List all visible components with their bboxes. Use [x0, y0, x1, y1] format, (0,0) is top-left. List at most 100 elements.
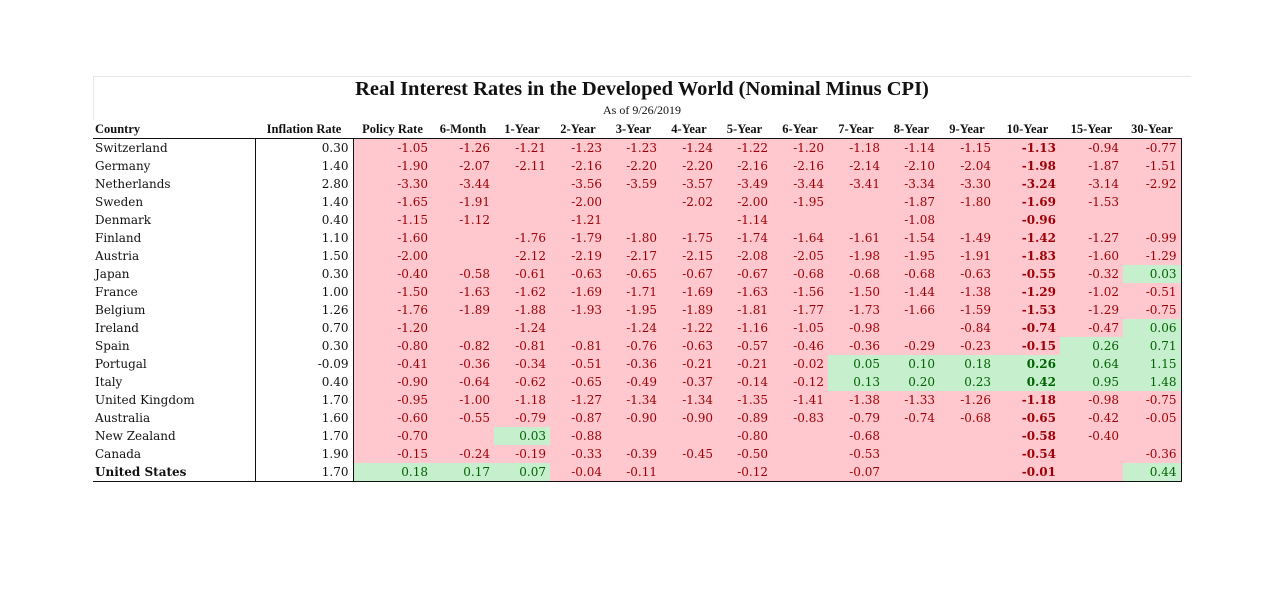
rate-cell: -0.46 [772, 337, 828, 355]
rate-cell: -0.33 [550, 445, 606, 463]
rate-cell: -0.68 [828, 427, 884, 445]
rate-cell: -1.16 [717, 319, 772, 337]
rate-cell [606, 427, 661, 445]
rate-cell: -0.88 [550, 427, 606, 445]
rate-cell: -1.14 [884, 138, 939, 157]
rate-cell: -0.01 [995, 463, 1060, 482]
rate-cell: -0.45 [661, 445, 717, 463]
rate-cell: -1.24 [494, 319, 550, 337]
rate-cell: -1.50 [828, 283, 884, 301]
rate-cell: -0.12 [772, 373, 828, 391]
rate-cell: -1.93 [550, 301, 606, 319]
rate-cell: -0.23 [939, 337, 995, 355]
rate-cell: -1.18 [995, 391, 1060, 409]
rate-cell: 0.06 [1123, 319, 1182, 337]
country-name: Denmark [93, 211, 256, 229]
rate-cell: -1.02 [1060, 283, 1123, 301]
rate-cell: -3.34 [884, 175, 939, 193]
rate-cell: -1.79 [550, 229, 606, 247]
rate-cell: -3.57 [661, 175, 717, 193]
rate-cell: -0.76 [606, 337, 661, 355]
rate-cell: -2.16 [550, 157, 606, 175]
rate-cell: -0.15 [353, 445, 432, 463]
rate-cell: -1.27 [1060, 229, 1123, 247]
rate-cell: -0.63 [550, 265, 606, 283]
inflation-rate: 0.30 [255, 337, 354, 355]
rate-cell: -2.05 [772, 247, 828, 265]
rate-cell: -2.02 [661, 193, 717, 211]
country-name: Italy [93, 373, 256, 391]
rate-cell [772, 427, 828, 445]
rate-cell: -0.99 [1123, 229, 1182, 247]
inflation-rate: 0.30 [255, 138, 354, 157]
rate-cell: -0.67 [717, 265, 772, 283]
rate-cell: -1.90 [353, 157, 432, 175]
rate-cell: -1.69 [550, 283, 606, 301]
rate-cell: -0.62 [494, 373, 550, 391]
rate-cell [1060, 211, 1123, 229]
rate-cell: -1.29 [995, 283, 1060, 301]
rate-cell: -1.12 [432, 211, 494, 229]
country-name: United Kingdom [93, 391, 256, 409]
table-row: Austria 1.50 -2.00 -2.12 -2.19 -2.17 -2.15 -2.0… [93, 247, 1182, 265]
rate-cell: -2.16 [717, 157, 772, 175]
rate-cell: -3.49 [717, 175, 772, 193]
rate-cell: -0.83 [772, 409, 828, 427]
rate-cell: -0.81 [550, 337, 606, 355]
rate-cell: -0.19 [494, 445, 550, 463]
column-header-1-year: 1-Year [494, 120, 550, 139]
rate-cell: -0.41 [353, 355, 432, 373]
rate-cell: -0.15 [995, 337, 1060, 355]
rate-cell: -0.50 [717, 445, 772, 463]
column-header-15-year: 15-Year [1060, 120, 1123, 139]
rate-cell: -1.54 [884, 229, 939, 247]
country-name: Switzerland [93, 138, 256, 157]
country-name: Japan [93, 265, 256, 283]
rate-cell: -1.95 [606, 301, 661, 319]
rate-cell: -1.75 [661, 229, 717, 247]
table-row: Finland 1.10 -1.60 -1.76 -1.79 -1.80 -1.75 -1.7… [93, 229, 1182, 247]
rate-cell: -0.40 [1060, 427, 1123, 445]
rate-cell: -0.80 [717, 427, 772, 445]
rate-cell: -0.37 [661, 373, 717, 391]
rate-cell: -1.20 [772, 138, 828, 157]
country-name: Netherlands [93, 175, 256, 193]
rate-cell: -0.75 [1123, 391, 1182, 409]
rate-cell: -0.60 [353, 409, 432, 427]
rate-cell: -1.89 [432, 301, 494, 319]
table-row: Belgium 1.26 -1.76 -1.89 -1.88 -1.93 -1.95 -1.8… [93, 301, 1182, 319]
inflation-rate: 2.80 [255, 175, 354, 193]
column-header-6-year: 6-Year [772, 120, 828, 139]
rate-cell: -0.14 [717, 373, 772, 391]
rate-cell [606, 211, 661, 229]
rate-cell [494, 193, 550, 211]
rate-cell: -3.41 [828, 175, 884, 193]
rate-cell [828, 211, 884, 229]
column-header-inflation-rate: Inflation Rate [255, 120, 353, 139]
rate-cell: -1.62 [494, 283, 550, 301]
country-name: Austria [93, 247, 256, 265]
rate-cell: -0.55 [995, 265, 1060, 283]
rate-cell: -0.74 [884, 409, 939, 427]
column-header-policy-rate: Policy Rate [353, 120, 432, 139]
rate-cell: -2.92 [1123, 175, 1182, 193]
real-rates-table: Country Inflation Rate Policy Rate 6-Month 1… [93, 120, 1182, 482]
column-header-4-year: 4-Year [661, 120, 717, 139]
inflation-rate: 0.40 [255, 211, 354, 229]
inflation-rate: 1.50 [255, 247, 354, 265]
rate-cell: -1.41 [772, 391, 828, 409]
country-name: Canada [93, 445, 256, 463]
rate-cell: -0.58 [995, 427, 1060, 445]
country-name: Spain [93, 337, 256, 355]
rate-cell [432, 427, 494, 445]
left-border [93, 76, 94, 120]
rate-cell: -0.81 [494, 337, 550, 355]
rate-cell [432, 319, 494, 337]
country-name: Finland [93, 229, 256, 247]
rate-cell: 0.44 [1123, 463, 1182, 482]
rate-cell: -0.36 [606, 355, 661, 373]
rate-cell: -3.24 [995, 175, 1060, 193]
rate-cell: -0.02 [772, 355, 828, 373]
inflation-rate: 0.30 [255, 265, 354, 283]
rate-cell: -1.35 [717, 391, 772, 409]
